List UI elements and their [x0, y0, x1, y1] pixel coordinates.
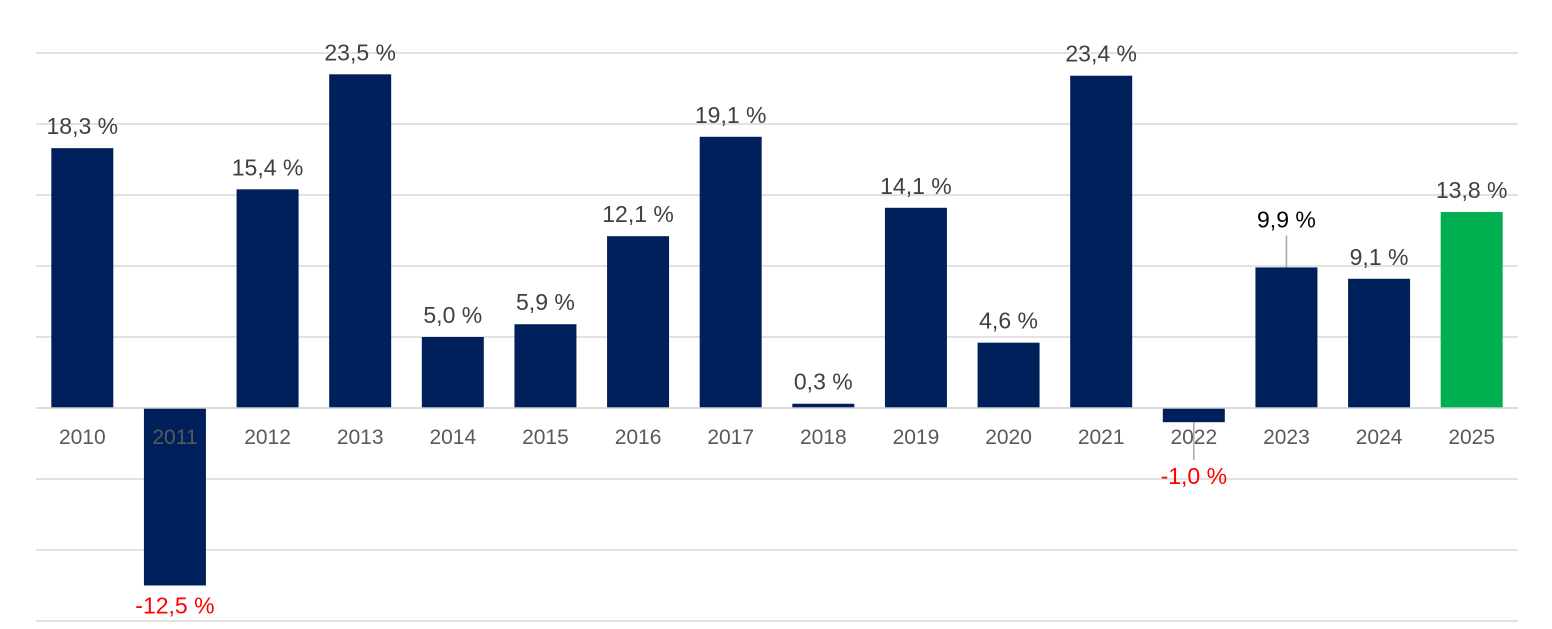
data-label-2012: 15,4 % [232, 154, 304, 180]
bar-2019 [884, 207, 947, 408]
bar-2023 [1255, 267, 1318, 408]
x-tick-label: 2010 [59, 426, 106, 449]
data-label-2016: 12,1 % [602, 201, 674, 227]
bar-2021 [1070, 75, 1133, 408]
x-tick-label: 2014 [429, 426, 476, 449]
x-tick-label: 2025 [1448, 426, 1495, 449]
x-tick-label: 2020 [985, 426, 1032, 449]
bar-2017 [699, 136, 762, 408]
x-tick-label: 2011 [152, 426, 197, 449]
bar-2025 [1440, 212, 1503, 408]
bar-2024 [1348, 278, 1411, 408]
data-label-2014: 5,0 % [423, 302, 482, 328]
data-label-2013: 23,5 % [324, 39, 396, 65]
x-tick-label: 2023 [1263, 426, 1310, 449]
x-tick-label: 2021 [1078, 426, 1125, 449]
bar-2010 [51, 148, 114, 408]
data-label-2021: 23,4 % [1065, 41, 1137, 67]
x-tick-label: 2016 [615, 426, 662, 449]
bar-2012 [236, 189, 299, 408]
x-tick-label: 2012 [244, 426, 291, 449]
bar-2015 [514, 324, 577, 408]
data-label-2018: 0,3 % [794, 369, 853, 395]
x-tick-label: 2013 [337, 426, 384, 449]
data-label-2022: -1,0 % [1161, 463, 1227, 489]
data-label-2023: 9,9 % [1257, 206, 1316, 232]
data-label-2025: 13,8 % [1436, 177, 1508, 203]
bar-2013 [329, 74, 392, 409]
data-label-2015: 5,9 % [516, 289, 575, 315]
data-label-2010: 18,3 % [47, 113, 119, 139]
x-tick-label: 2015 [522, 426, 569, 449]
bar-2022 [1162, 408, 1225, 423]
data-label-2019: 14,1 % [880, 173, 952, 199]
x-tick-label: 2018 [800, 426, 847, 449]
x-tick-label: 2017 [707, 426, 754, 449]
x-tick-label: 2019 [893, 426, 940, 449]
bar-2014 [421, 337, 484, 408]
bar-2018 [792, 403, 855, 408]
bar-2020 [977, 342, 1040, 408]
data-label-2020: 4,6 % [979, 308, 1038, 334]
x-tick-label: 2024 [1356, 426, 1403, 449]
data-label-2017: 19,1 % [695, 102, 767, 128]
bar-2016 [607, 236, 670, 408]
data-label-2024: 9,1 % [1350, 244, 1409, 270]
bar-2011 [143, 408, 206, 586]
data-label-2011: -12,5 % [135, 593, 214, 619]
